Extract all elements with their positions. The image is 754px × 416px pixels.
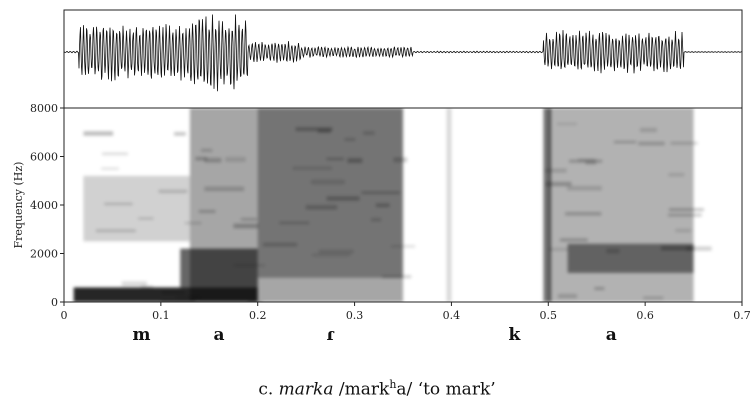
waveform-trace [63, 14, 743, 92]
spectrogram-texture [311, 253, 351, 257]
spectrogram-texture [318, 249, 354, 254]
spectrogram-texture [606, 248, 620, 254]
spectrogram-texture [565, 212, 602, 216]
spectrogram-texture [263, 242, 298, 247]
spectrogram-texture [569, 159, 603, 163]
spectrogram-texture [295, 127, 333, 132]
spectrogram-texture [545, 181, 572, 187]
spectrogram-texture [233, 223, 259, 229]
y-axis-title: Frequency (Hz) [12, 162, 25, 249]
spectrogram-texture [567, 185, 602, 191]
segment-label: m [132, 325, 151, 345]
spectrogram-texture [104, 202, 133, 206]
segment-label: a [605, 325, 617, 345]
spectrogram-texture [305, 204, 338, 210]
spectrogram-texture [174, 132, 186, 136]
spectrogram-texture [121, 281, 147, 287]
caption-word: marka [278, 379, 334, 400]
segment-label: a [213, 325, 225, 345]
spectrogram-energy-region [446, 108, 452, 302]
spectrogram-texture [175, 295, 201, 300]
spectrogram-texture [225, 157, 246, 162]
spectrogram-texture [361, 191, 400, 194]
caption-prefix: c. [258, 379, 279, 400]
spectrogram-texture [347, 158, 363, 163]
spectrogram-texture [643, 296, 664, 300]
x-tick-label: 0.6 [636, 309, 654, 322]
figure-caption: c. marka /markha/ ‘to mark’ [0, 378, 754, 400]
spectrogram-texture [200, 148, 213, 152]
y-tick-label: 2000 [30, 248, 58, 261]
spectrogram-energy-region [543, 108, 552, 302]
x-tick-label: 0.2 [249, 309, 267, 322]
spectrogram-texture [204, 186, 245, 192]
y-tick-label: 8000 [30, 102, 58, 115]
spectrogram-texture [585, 161, 597, 165]
spectrogram-texture [668, 208, 704, 211]
waveform-panel [63, 9, 743, 109]
x-tick-label: 0 [61, 309, 68, 322]
spectrogram-texture [686, 246, 712, 251]
spectrogram-texture [279, 221, 310, 225]
x-tick-label: 0.7 [733, 309, 751, 322]
spectrogram-texture [184, 222, 202, 225]
y-tick-label: 0 [51, 296, 58, 309]
spectrogram-texture [101, 167, 119, 170]
spectrogram-texture [667, 213, 702, 217]
spectrogram-texture [639, 127, 657, 133]
spectrogram-texture [233, 264, 266, 267]
spectrogram-texture [660, 245, 695, 251]
x-tick-label: 0.1 [152, 309, 170, 322]
spectrogram-texture [594, 287, 605, 290]
spectrogram-texture [557, 294, 578, 299]
spectrogram-texture [198, 210, 216, 213]
caption-aspiration: h [389, 378, 397, 391]
spectrogram-texture [375, 203, 390, 208]
spectrogram-texture [140, 285, 154, 290]
spectrogram-texture [638, 141, 665, 146]
spectrogram-texture [613, 140, 637, 144]
spectrogram-texture [326, 157, 345, 161]
spectrogram-texture [292, 166, 332, 170]
segment-label: ɾ [326, 325, 335, 345]
spectrogram-texture [240, 218, 258, 221]
spectrogram-panel: 0 2000 4000 6000 8000 0 0.1 0.2 0.3 0.4 0.5 0.6 0.7… [12, 102, 751, 322]
spectrogram-texture [548, 247, 569, 251]
spectrogram-texture [83, 131, 114, 136]
spectrogram-texture [204, 157, 222, 163]
spectrogram-texture [556, 122, 577, 125]
spectrogram-texture [160, 300, 196, 302]
caption-ipa-start: /mark [333, 379, 390, 400]
spectrogram-texture [344, 138, 356, 141]
spectrogram-texture [393, 157, 408, 163]
caption-ipa-end: a/ ‘to mark’ [396, 379, 496, 400]
spectrogram-texture [138, 217, 154, 220]
spectrogram-texture [675, 228, 692, 233]
y-tick-label: 4000 [30, 199, 58, 212]
y-tick-label: 6000 [30, 151, 58, 164]
spectrogram-texture [195, 156, 207, 161]
x-tick-label: 0.3 [346, 309, 364, 322]
x-tick-label: 0.5 [540, 309, 558, 322]
spectrogram-texture [101, 152, 129, 156]
spectrogram-texture [161, 291, 186, 294]
spectrogram-texture [559, 238, 588, 242]
spectrogram-texture [390, 245, 416, 248]
spectrogram-texture [311, 179, 345, 185]
spectrogram-texture [326, 196, 360, 201]
spectrogram-texture [668, 173, 685, 177]
spectrogram-texture [363, 131, 375, 135]
x-tick-label: 0.4 [443, 309, 461, 322]
spectrogram-texture [95, 229, 136, 233]
spectrogram-texture [545, 168, 567, 173]
spectrogram-texture [158, 189, 188, 193]
spectrogram-texture [371, 217, 382, 222]
spectrogram-texture [670, 141, 698, 145]
spectrogram-texture [382, 275, 412, 279]
segment-label: k [508, 325, 521, 345]
